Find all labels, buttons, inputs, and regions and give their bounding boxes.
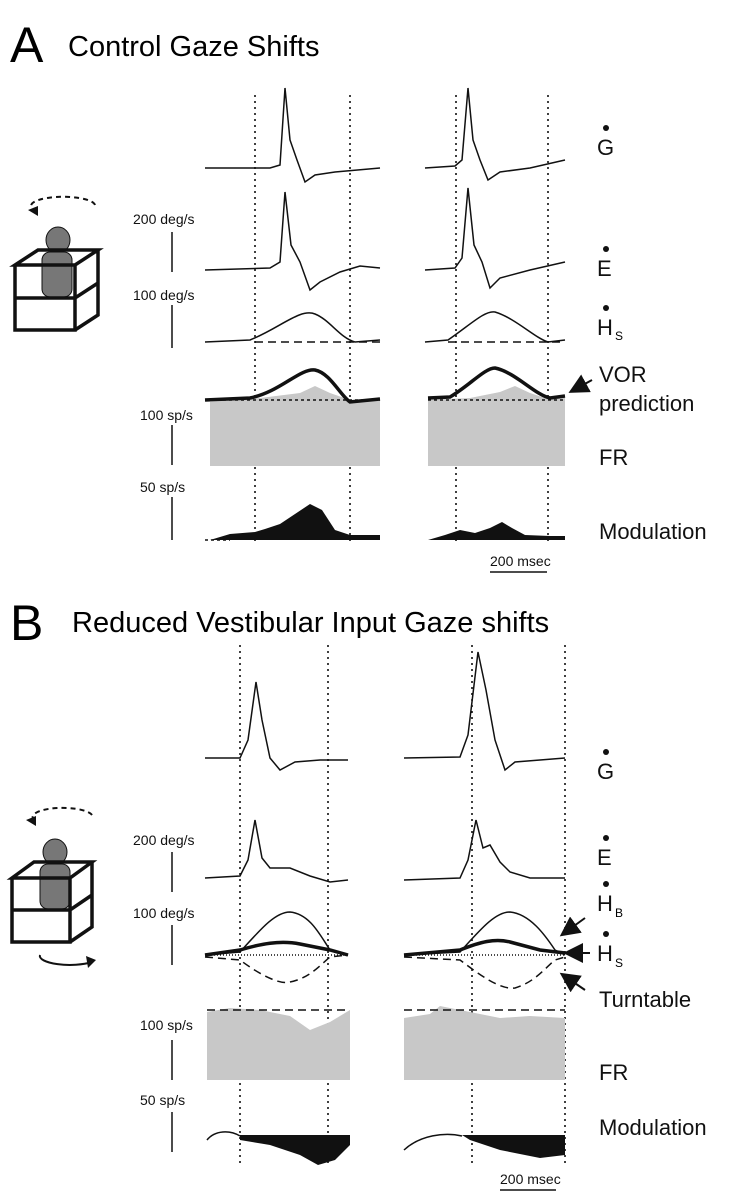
scale-label: 200 deg/s xyxy=(133,211,195,227)
trace-label: VOR xyxy=(599,362,647,387)
trace-label: FR xyxy=(599,445,628,470)
trace-label: H xyxy=(597,891,613,916)
panel-letter: B xyxy=(10,595,43,651)
trace-label: prediction xyxy=(599,391,694,416)
scale-label: 100 sp/s xyxy=(140,407,193,423)
panel-title: Reduced Vestibular Input Gaze shifts xyxy=(72,607,549,639)
trace-subscript: S xyxy=(615,329,623,343)
trace-label: H xyxy=(597,315,613,340)
panel-a: A Control Gaze Shifts 200 deg/s 100 deg/… xyxy=(9,17,707,573)
trace-label: G xyxy=(597,759,614,784)
time-scale-label: 200 msec xyxy=(500,1171,561,1187)
trace-label: H xyxy=(597,941,613,966)
panel-b: B Reduced Vestibular Input Gaze shifts 2… xyxy=(6,595,707,1191)
scale-label: 100 deg/s xyxy=(133,287,195,303)
trace-label: Modulation xyxy=(599,519,707,544)
trace-label: G xyxy=(597,135,614,160)
traces xyxy=(204,87,566,541)
trace-label: Turntable xyxy=(599,987,691,1012)
trace-subscript: S xyxy=(615,956,623,970)
panel-letter: A xyxy=(10,17,44,73)
trace-label: E xyxy=(597,845,612,870)
trace-label: E xyxy=(597,256,612,281)
panel-title: Control Gaze Shifts xyxy=(68,31,319,63)
trace-label: Modulation xyxy=(599,1115,707,1140)
trace-label: FR xyxy=(599,1060,628,1085)
scale-label: 200 deg/s xyxy=(133,832,195,848)
monkey-icon xyxy=(9,195,104,332)
scale-label: 50 sp/s xyxy=(140,1092,185,1108)
scale-label: 50 sp/s xyxy=(140,479,185,495)
scale-label: 100 sp/s xyxy=(140,1017,193,1033)
trace-subscript: B xyxy=(615,906,623,920)
time-scale-label: 200 msec xyxy=(490,553,551,569)
scale-label: 100 deg/s xyxy=(133,905,195,921)
traces xyxy=(204,651,566,1165)
monkey-icon xyxy=(6,806,98,968)
